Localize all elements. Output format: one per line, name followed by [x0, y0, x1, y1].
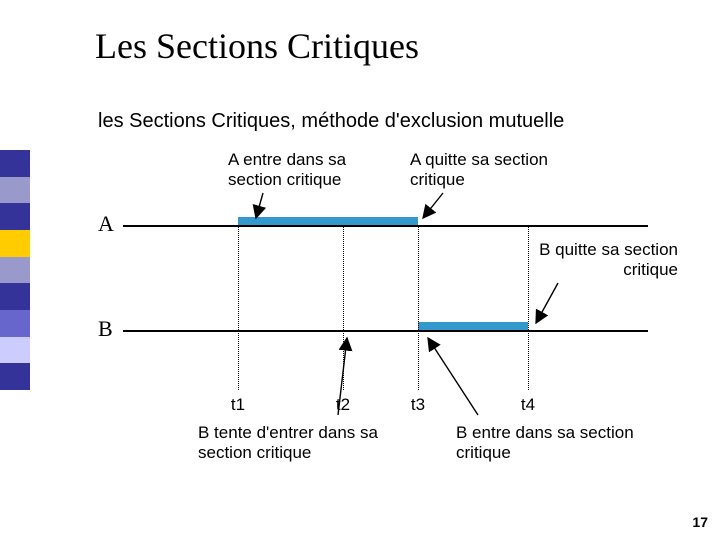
sidebar-block	[0, 363, 30, 390]
decorative-sidebar	[0, 150, 30, 390]
time-label-t4: t4	[521, 395, 535, 415]
label-a-enter: A entre dans sa section critique	[228, 150, 388, 190]
critical-section-b	[418, 322, 528, 330]
process-b-axis	[123, 330, 648, 332]
label-a-exit: A quitte sa section critique	[410, 150, 570, 190]
sidebar-block	[0, 257, 30, 284]
arrow-b_enter	[428, 338, 478, 415]
arrows-layer	[98, 145, 678, 465]
arrow-b_exit	[536, 283, 558, 323]
slide-number: 17	[692, 514, 708, 530]
label-b-try: B tente d'entrer dans sa section critiqu…	[198, 423, 418, 463]
sidebar-block	[0, 283, 30, 310]
process-a-axis	[123, 225, 648, 227]
time-marker-t1	[238, 225, 239, 390]
label-b-exit: B quitte sa section critique	[518, 240, 678, 280]
timeline-diagram: A entre dans sa section critique A quitt…	[98, 145, 678, 465]
time-label-t2: t2	[336, 395, 350, 415]
page-subtitle: les Sections Critiques, méthode d'exclus…	[98, 110, 564, 133]
sidebar-block	[0, 230, 30, 257]
sidebar-block	[0, 337, 30, 364]
label-b-enter: B entre dans sa section critique	[456, 423, 646, 463]
time-label-t1: t1	[231, 395, 245, 415]
critical-section-a	[238, 217, 418, 225]
page-title: Les Sections Critiques	[95, 25, 419, 67]
sidebar-block	[0, 310, 30, 337]
process-b-label: B	[98, 316, 113, 342]
time-label-t3: t3	[411, 395, 425, 415]
time-marker-t3	[418, 225, 419, 390]
time-marker-t4	[528, 225, 529, 390]
arrow-a_exit	[423, 193, 443, 218]
process-a-label: A	[98, 211, 114, 237]
sidebar-block	[0, 150, 30, 177]
arrow-a_enter	[256, 193, 263, 218]
sidebar-block	[0, 177, 30, 204]
sidebar-block	[0, 203, 30, 230]
time-marker-t2	[343, 225, 344, 390]
